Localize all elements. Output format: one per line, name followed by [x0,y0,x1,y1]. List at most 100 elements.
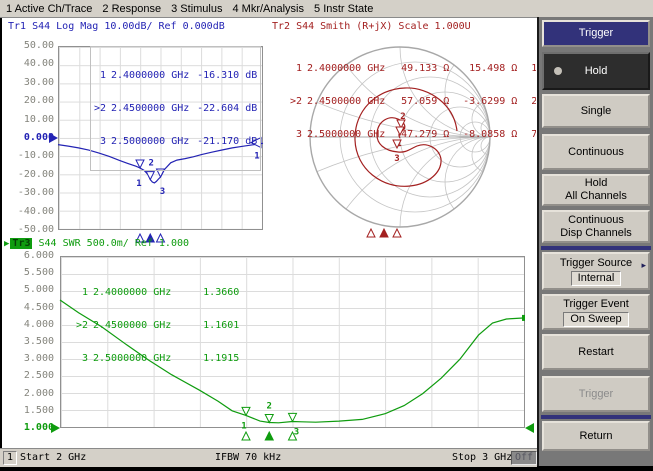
tr3-trace-layer: 1 2 3 [51,299,534,441]
softkey-single[interactable]: Single [542,94,650,128]
tr1-marker-table: 1 2.4000000 GHz -16.310 dB >2 2.4500000 GHz… [90,46,262,171]
marker-glyph [396,119,406,130]
y-axis-label: -20.00 [17,168,54,180]
y-axis-label: -10.00 [17,150,54,162]
status-indicator-off: Off [511,451,538,465]
y-axis-label: 6.000 [23,250,54,261]
menu-item-mkr-analysis[interactable]: 4 Mkr/Analysis [232,2,305,15]
softkey-hold[interactable]: Hold [542,52,650,90]
y-axis-label: 40.00 [23,58,54,70]
y-axis-label: 2.000 [23,387,54,399]
marker-number: 2 [267,401,272,411]
smith-grid-arc [444,64,491,138]
trace-end-tick [522,314,525,321]
marker-glyph [145,171,156,181]
menu-item-stimulus[interactable]: 3 Stimulus [171,2,223,15]
softkey-label: Restart [578,345,614,358]
y-axis-label: 5.500 [23,267,54,279]
stimulus-marker-icon [379,227,389,238]
marker-row: >2 2.4500000 GHz -22.604 dB [94,103,258,114]
stimulus-marker-icon [135,232,145,243]
softkey-separator [541,246,651,250]
softkey-restart[interactable]: Restart [542,334,650,370]
marker-glyph [135,159,145,170]
softkey-label: Trigger Event [563,297,629,310]
softkey-label: Hold [584,64,608,77]
softkey-hold-all-channels[interactable]: Hold All Channels [542,174,650,206]
tr3-title: S44 SWR 500.0m/ Ref 1.000 [32,238,190,249]
softkey-continuous[interactable]: Continuous [542,134,650,170]
smith-grid-arc [399,46,491,138]
y-axis-label: -30.00 [17,187,54,199]
menu-item-response[interactable]: 2 Response [102,2,162,15]
selected-dot-icon [554,67,562,75]
menu-item-instr-state[interactable]: 5 Instr State [314,2,374,15]
y-axis-label: 50.00 [23,40,54,51]
ref-level-arrow-icon [525,423,534,433]
softkey-label: Single [580,104,612,117]
softkey-label: Return [579,429,613,442]
softkey-label: Continuous [568,145,624,158]
softkey-menu-title: Trigger [542,20,650,47]
stimulus-marker-icon [366,227,376,238]
marker-number: 1 [136,179,141,189]
smith-grid-arc [471,136,491,172]
y-axis-label: 3.500 [23,336,54,347]
menu-item-active-ch-trace[interactable]: 1 Active Ch/Trace [6,2,93,15]
smith-grid-arc [345,136,491,210]
marker-number: 2 [400,112,405,122]
softkey-menu-title-label: Trigger [578,27,614,39]
trigger-event-value: On Sweep [563,311,629,327]
marker-glyph [392,139,402,150]
softkey-label: Continuous [568,213,624,226]
smith-grid-arc [399,136,491,228]
tr1-trace [57,142,264,184]
marker-row: 3 2.5000000 GHz 1.1915 [76,353,240,364]
y-axis-label: 0.000 [23,132,54,143]
smith-grid-arc [444,136,491,210]
marker-glyph [287,412,298,423]
tr1-title: Tr1 S44 Log Mag 10.00dB/ Ref 0.000dB [8,21,225,32]
softkey-label: Trigger [578,387,614,400]
y-axis-label: 2.500 [23,370,54,382]
softkey-continuous-disp-channels[interactable]: Continuous Disp Channels [542,210,650,243]
y-axis-label: -50.00 [17,224,54,235]
marker-number: 3 [394,154,399,164]
menu-bar: 1 Active Ch/Trace 2 Response 3 Stimulus … [0,0,653,18]
stimulus-marker-icon [264,430,275,441]
softkey-trigger-source[interactable]: ▸ Trigger Source Internal [542,252,650,290]
smith-outer-circle [309,46,491,228]
edge-marker-number: 1 [254,152,259,162]
tr3-active-badge: Tr3 [10,238,33,249]
marker-row: 1 2.4000000 GHz 1.3660 [76,287,240,298]
marker-number: 3 [294,427,299,437]
y-axis-label: 20.00 [23,95,54,107]
stimulus-marker-icon [145,232,156,243]
submenu-arrow-icon: ▸ [641,260,646,270]
softkey-label-line2: Disp Channels [560,226,632,239]
stop-frequency-label: Stop 3 GHz [452,452,513,463]
marker-row: 3 2.5000000 GHz -21.170 dB [94,136,258,147]
softkey-label-line2: All Channels [565,190,627,202]
ref-level-arrow-icon [51,423,60,433]
trigger-source-value: Internal [570,270,622,286]
tr3-marker-table: 1 2.4000000 GHz 1.3660 >2 2.4500000 GHz 1.16… [76,265,239,386]
marker-row: 1 2.4000000 GHz -16.310 dB [94,70,258,81]
active-trace-arrow-icon: ▶ [4,238,10,249]
ref-level-arrow-icon [49,133,58,143]
marker-number: 1 [241,421,246,431]
stimulus-marker-icon [155,232,166,243]
softkey-trigger-event[interactable]: Trigger Event On Sweep [542,294,650,330]
marker-row: >2 2.4500000 GHz 1.1601 [76,320,240,331]
softkey-separator [541,415,651,419]
stimulus-marker-icon [287,430,298,441]
softkey-sidebar: Trigger Hold Single Continuous Hold All … [537,17,653,466]
marker-number: 3 [160,187,165,197]
start-frequency-label: Start 2 GHz [20,452,87,463]
softkey-return[interactable]: Return [542,421,650,451]
softkey-trigger: Trigger [542,376,650,412]
